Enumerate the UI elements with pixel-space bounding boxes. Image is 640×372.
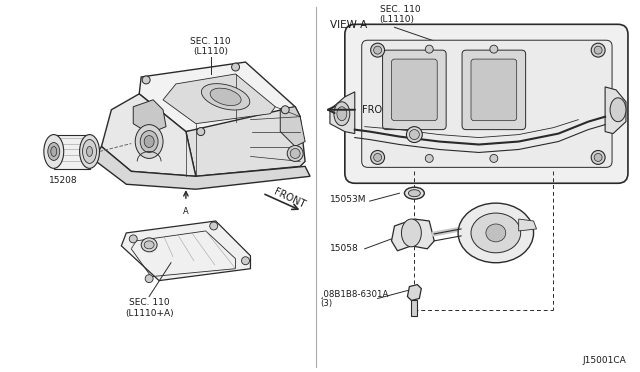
Ellipse shape [471, 213, 521, 253]
Ellipse shape [371, 43, 385, 57]
Ellipse shape [410, 129, 419, 140]
FancyBboxPatch shape [392, 59, 437, 121]
Polygon shape [186, 107, 305, 176]
FancyBboxPatch shape [362, 40, 612, 167]
Ellipse shape [490, 154, 498, 163]
Polygon shape [280, 107, 305, 147]
Ellipse shape [232, 63, 239, 71]
Polygon shape [102, 94, 196, 176]
Ellipse shape [591, 151, 605, 164]
Ellipse shape [490, 45, 498, 53]
Polygon shape [122, 221, 250, 280]
Ellipse shape [83, 140, 97, 163]
Text: SEC. 110
(L1110+A): SEC. 110 (L1110+A) [125, 298, 173, 318]
Ellipse shape [287, 145, 303, 161]
Text: 15053M: 15053M [330, 195, 367, 203]
Ellipse shape [426, 154, 433, 163]
Polygon shape [605, 87, 626, 134]
Ellipse shape [610, 98, 626, 122]
Ellipse shape [334, 102, 350, 126]
Text: 15208: 15208 [49, 176, 78, 185]
Text: J15001CA: J15001CA [582, 356, 626, 365]
Ellipse shape [241, 257, 250, 265]
Polygon shape [330, 92, 355, 134]
Text: SEC. 110
(L1110): SEC. 110 (L1110) [191, 37, 231, 56]
Ellipse shape [142, 76, 150, 84]
Ellipse shape [406, 126, 422, 142]
Polygon shape [518, 219, 536, 231]
Ellipse shape [44, 135, 64, 169]
Ellipse shape [144, 241, 154, 249]
Ellipse shape [401, 219, 421, 247]
Ellipse shape [51, 147, 57, 157]
Ellipse shape [135, 125, 163, 158]
FancyBboxPatch shape [471, 59, 516, 121]
Ellipse shape [594, 154, 602, 161]
Polygon shape [163, 74, 275, 124]
FancyBboxPatch shape [383, 50, 446, 129]
Text: A: A [183, 207, 189, 216]
Ellipse shape [129, 235, 137, 243]
Ellipse shape [197, 128, 205, 135]
Ellipse shape [86, 147, 93, 157]
Ellipse shape [281, 106, 289, 114]
Polygon shape [412, 301, 417, 316]
Text: FRONT: FRONT [362, 105, 395, 115]
Ellipse shape [458, 203, 534, 263]
Polygon shape [392, 219, 434, 251]
Ellipse shape [145, 275, 153, 283]
Polygon shape [54, 135, 90, 169]
FancyBboxPatch shape [462, 50, 525, 129]
Ellipse shape [371, 151, 385, 164]
Text: VIEW A: VIEW A [330, 20, 367, 31]
Polygon shape [408, 285, 421, 301]
Ellipse shape [594, 46, 602, 54]
Ellipse shape [486, 224, 506, 242]
Text: 15058: 15058 [330, 244, 358, 253]
Polygon shape [93, 147, 310, 189]
Ellipse shape [141, 238, 157, 252]
Ellipse shape [374, 46, 381, 54]
FancyBboxPatch shape [345, 24, 628, 183]
Ellipse shape [426, 45, 433, 53]
Ellipse shape [337, 107, 347, 121]
Polygon shape [133, 100, 166, 134]
Ellipse shape [404, 187, 424, 199]
Ellipse shape [374, 154, 381, 161]
Ellipse shape [591, 43, 605, 57]
Ellipse shape [144, 135, 154, 147]
Ellipse shape [408, 190, 420, 197]
Ellipse shape [210, 88, 241, 106]
Text: FRONT: FRONT [272, 187, 307, 210]
Ellipse shape [48, 142, 60, 160]
Ellipse shape [210, 222, 218, 230]
Polygon shape [140, 62, 300, 132]
Ellipse shape [290, 148, 300, 158]
Ellipse shape [202, 84, 250, 110]
Text: ¸08B1B8-6301A
(3): ¸08B1B8-6301A (3) [320, 289, 389, 308]
Text: SEC. 110
(L1110): SEC. 110 (L1110) [380, 5, 420, 24]
Ellipse shape [140, 131, 158, 153]
Ellipse shape [79, 135, 99, 169]
